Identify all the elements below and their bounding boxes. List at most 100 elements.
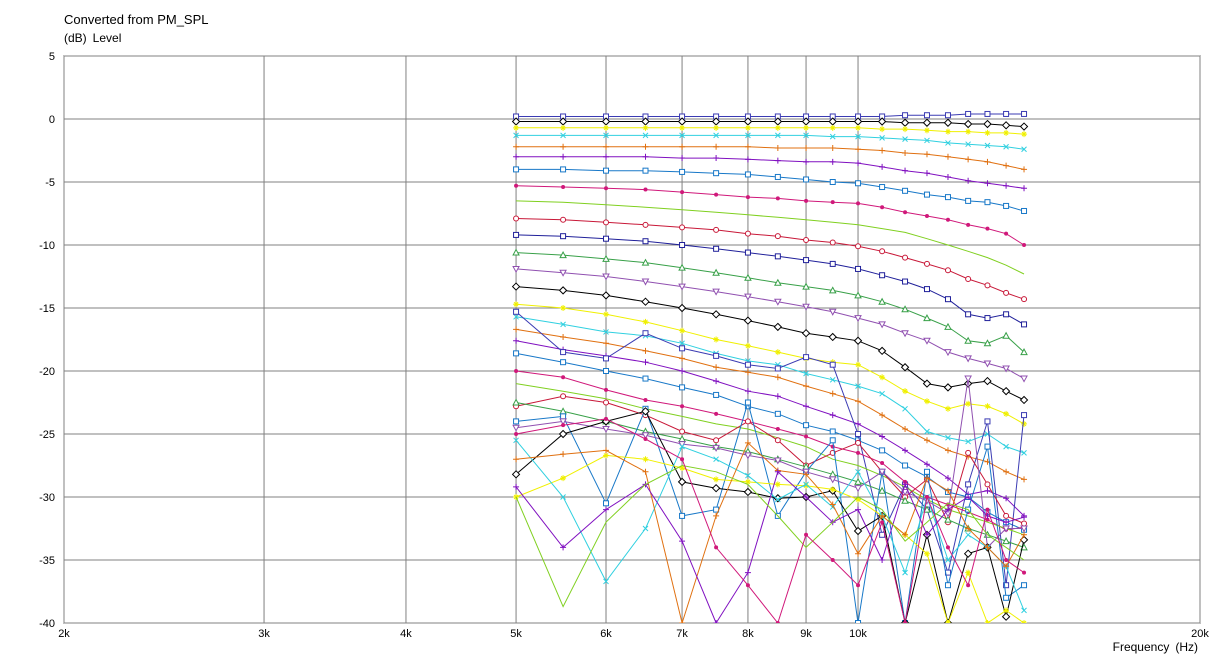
data-point (923, 550, 930, 557)
data-point (642, 153, 649, 160)
data-point (1003, 519, 1010, 526)
data-point (803, 354, 810, 361)
data-point (643, 397, 648, 402)
data-point (603, 399, 610, 406)
data-point (513, 337, 520, 344)
data-point (513, 456, 520, 463)
series-line (515, 464, 1025, 608)
y-axis-label: (dB) Level (64, 31, 127, 45)
data-point (943, 118, 953, 127)
data-point (679, 143, 686, 150)
data-point (984, 282, 991, 289)
data-point (603, 447, 610, 454)
data-point (944, 487, 951, 494)
data-point (603, 143, 610, 150)
x-tick-label: 4k (400, 628, 412, 640)
y-tick-label: -35 (39, 555, 55, 567)
data-point (923, 475, 930, 482)
plot-frame (63, 55, 1201, 624)
data-point (774, 157, 781, 164)
data-point (944, 112, 951, 119)
data-point (923, 437, 930, 444)
series-line (516, 200, 1025, 275)
data-point (512, 248, 520, 256)
data-point (1021, 321, 1028, 328)
data-point (901, 305, 909, 313)
data-point (984, 158, 991, 165)
x-tick-label: 3k (258, 628, 270, 640)
data-point (1003, 162, 1010, 169)
x-tick-label: 2k (58, 628, 70, 640)
data-point (984, 110, 991, 117)
data-point (965, 481, 972, 488)
data-point (513, 418, 520, 425)
chart-title: Converted from PM_SPL (64, 12, 209, 27)
data-point (878, 321, 886, 329)
data-point (923, 191, 930, 198)
data-point (514, 432, 519, 436)
data-point (679, 355, 686, 362)
data-point (603, 124, 610, 131)
series-line (516, 234, 1025, 325)
data-point (642, 347, 649, 354)
data-point (642, 359, 649, 366)
data-point (984, 199, 991, 206)
data-point (802, 282, 810, 290)
data-point (774, 253, 781, 260)
data-point (804, 198, 809, 203)
data-point (678, 263, 686, 271)
data-point (902, 112, 909, 119)
data-point (900, 363, 910, 372)
data-point (804, 532, 809, 537)
data-point (774, 365, 781, 372)
data-point (963, 549, 973, 558)
data-point (829, 376, 836, 383)
data-point (923, 170, 930, 177)
data-point (745, 132, 751, 139)
data-point (603, 219, 610, 226)
data-point (923, 286, 930, 293)
series-13 (511, 282, 1029, 405)
data-point (829, 412, 836, 419)
data-point (744, 388, 751, 395)
data-point (743, 316, 753, 325)
data-point (511, 470, 521, 479)
plot-area (511, 110, 1029, 623)
data-point (829, 486, 836, 493)
data-point (679, 168, 686, 175)
data-point (713, 132, 719, 139)
data-point (513, 166, 520, 173)
series-23 (512, 398, 1028, 551)
data-point (744, 369, 751, 376)
data-point (1021, 520, 1028, 527)
data-point (679, 132, 685, 139)
data-point (1003, 512, 1010, 519)
data-point (922, 118, 932, 127)
data-point (965, 197, 972, 204)
data-point (559, 269, 567, 277)
data-point (560, 124, 567, 131)
data-point (713, 391, 720, 398)
data-point (744, 143, 751, 150)
data-point (854, 477, 862, 485)
data-point (944, 405, 951, 412)
data-point (830, 558, 835, 562)
data-point (944, 475, 951, 482)
data-point (965, 569, 972, 576)
data-point (855, 243, 862, 250)
data-point (680, 190, 685, 195)
data-point (560, 349, 567, 356)
data-point (744, 569, 751, 576)
data-point (603, 340, 610, 347)
data-point (829, 501, 836, 508)
data-point (983, 376, 992, 386)
data-point (829, 158, 836, 165)
data-point (603, 506, 610, 513)
data-point (1001, 612, 1011, 621)
data-point (603, 355, 610, 362)
data-point (774, 298, 782, 306)
data-point (714, 545, 719, 550)
data-point (679, 384, 686, 391)
data-point (945, 557, 951, 563)
data-point (679, 443, 685, 450)
